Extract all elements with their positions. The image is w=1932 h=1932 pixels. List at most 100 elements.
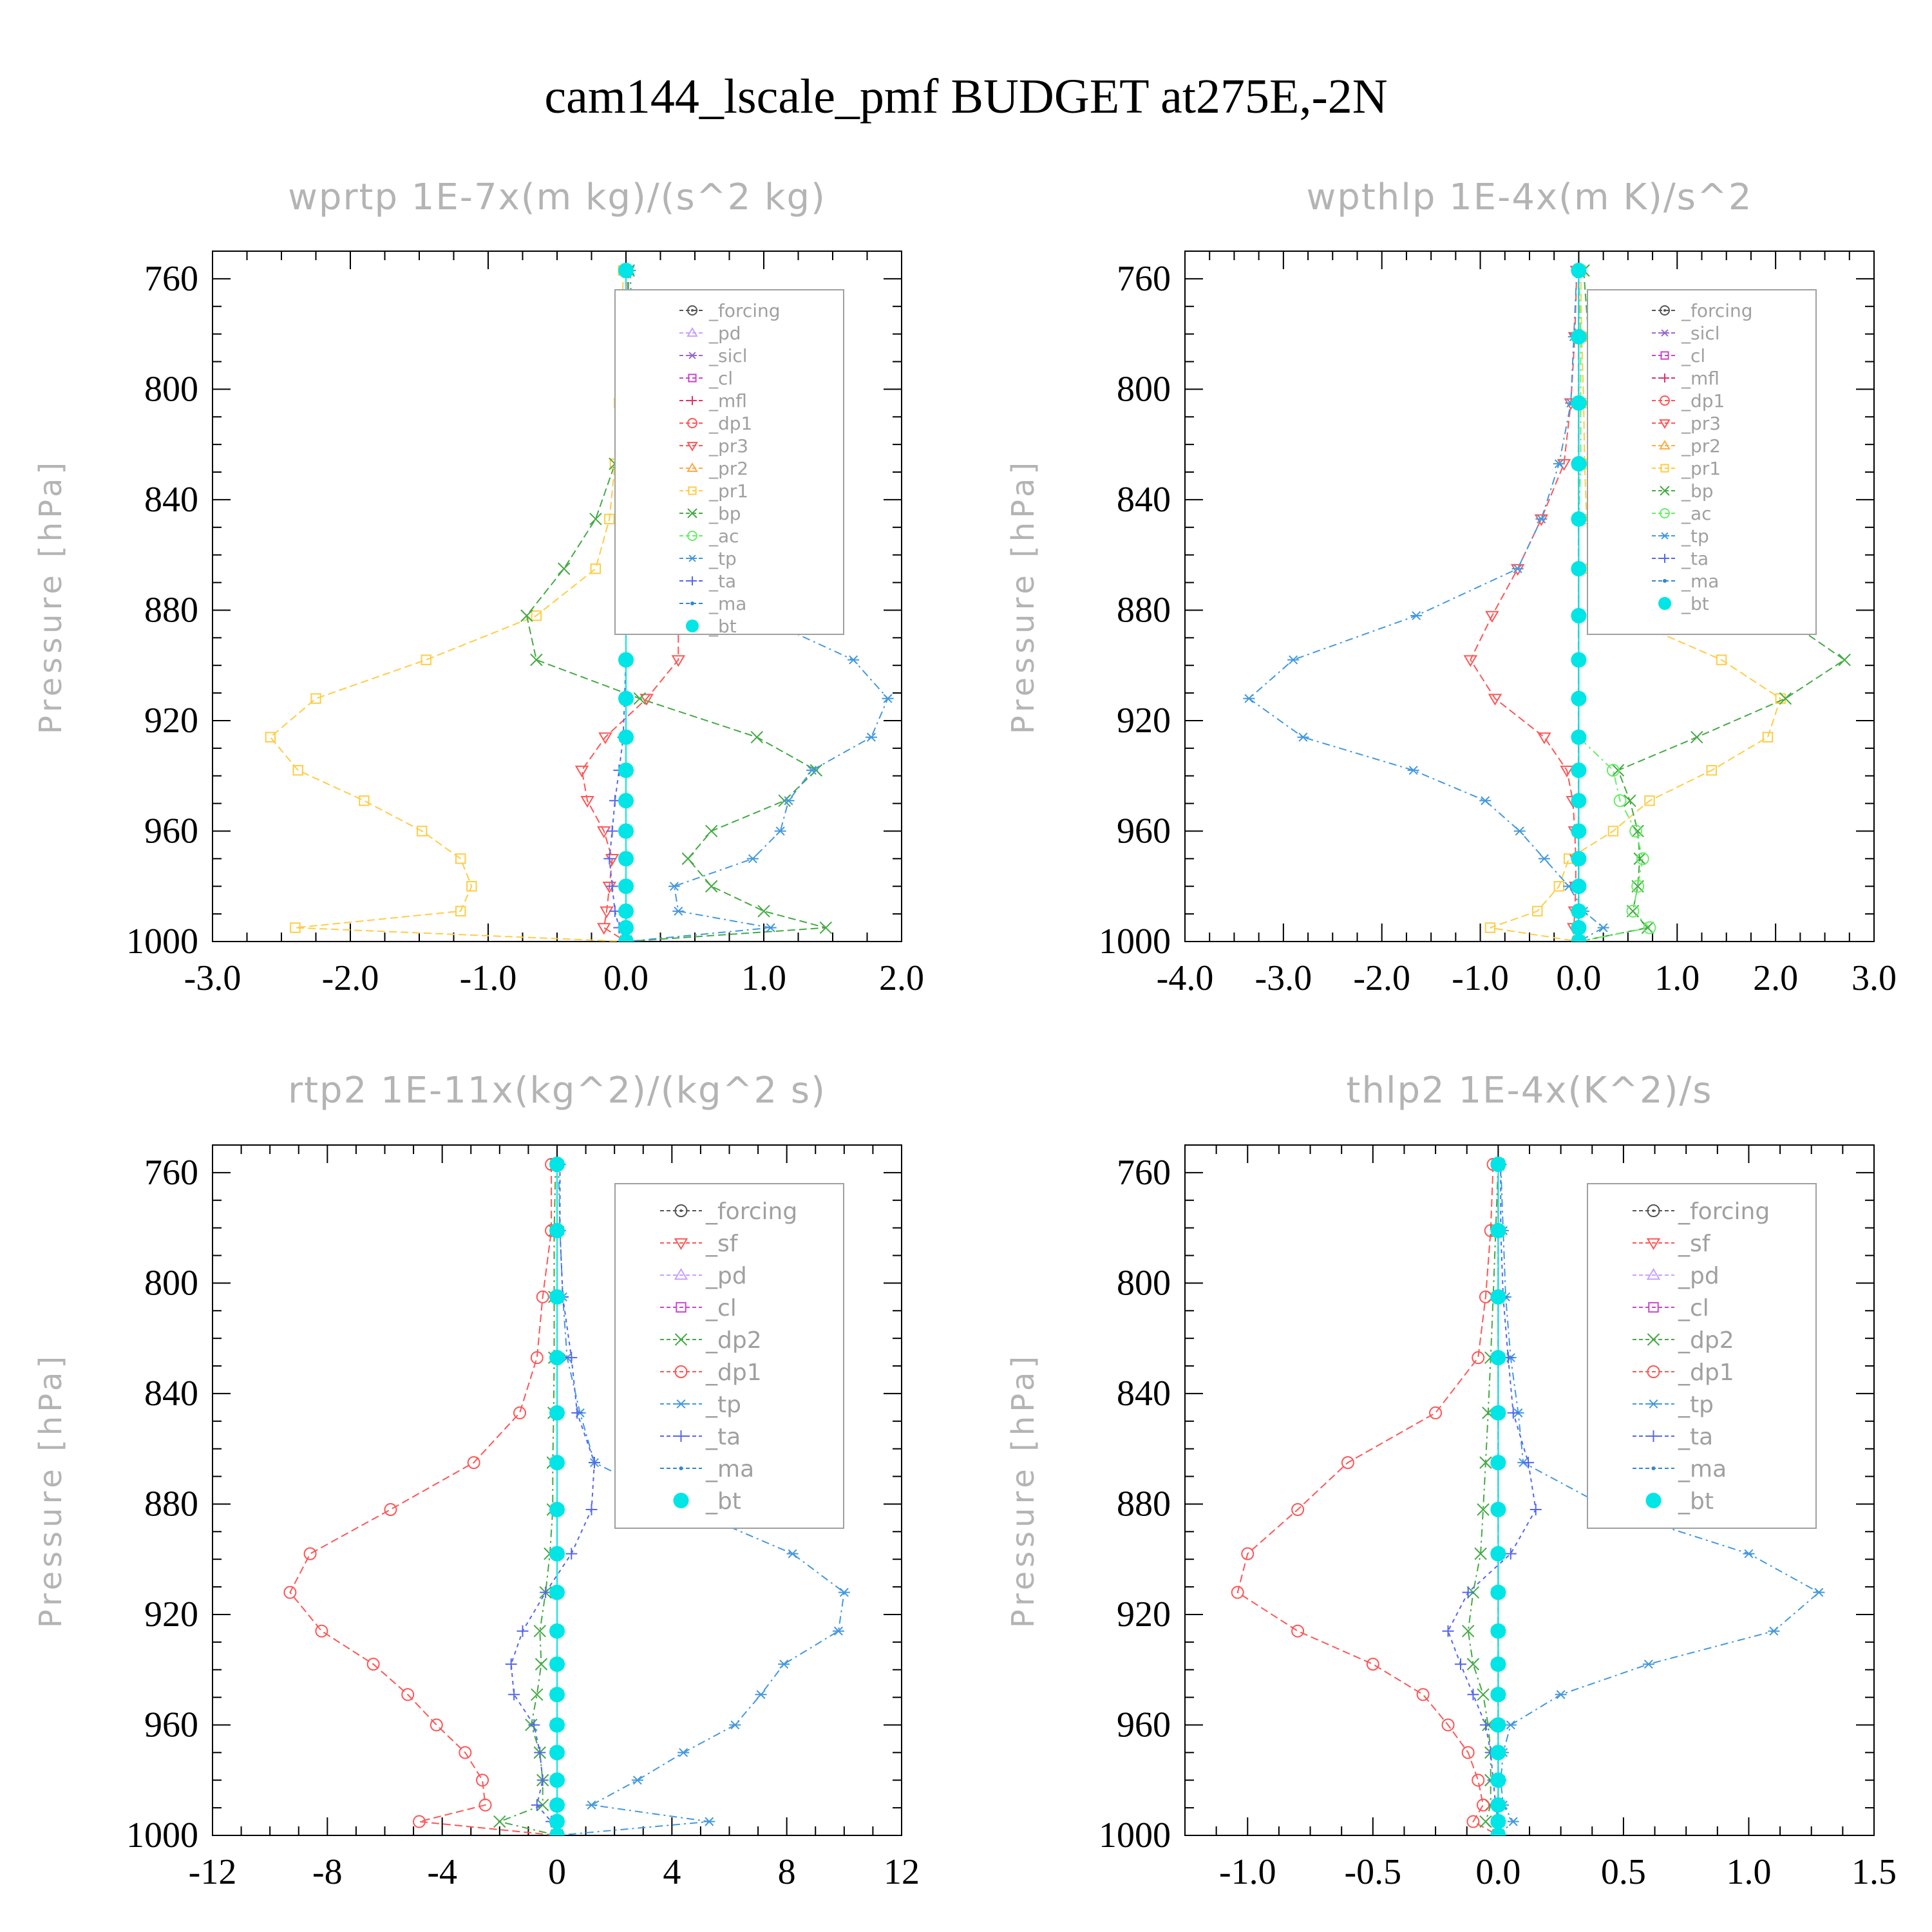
panel-4: thlp2 1E-4x(K^2)/s Pressure [hPa] 760 800 84… — [1005, 1070, 1897, 1892]
legend-label: _bt — [705, 1488, 741, 1515]
legend-label: _tp — [705, 1392, 741, 1418]
series-line-dp1 — [1236, 1164, 1499, 1835]
y-tick-label: 840 — [144, 1374, 198, 1414]
point-bp — [530, 653, 543, 667]
point-pr1 — [531, 610, 542, 621]
x-tick-label: 0.0 — [1475, 1852, 1520, 1892]
point-pr3 — [671, 655, 686, 667]
legend-label: _ma — [708, 593, 746, 614]
point-ta — [1530, 1504, 1542, 1516]
point-tp — [631, 1776, 643, 1785]
point-bt — [1571, 729, 1587, 745]
legend-item-cl: _cl — [1652, 345, 1705, 366]
point-bt — [1490, 1584, 1506, 1600]
point-bt — [1490, 1546, 1506, 1562]
legend-label: _mfl — [1681, 368, 1719, 389]
legend-item-ma: _ma — [1633, 1456, 1727, 1482]
legend-item-ac: _ac — [1652, 503, 1712, 524]
legend-item-bt: _bt — [686, 616, 737, 637]
point-bt — [618, 762, 634, 779]
y-tick-label: 1000 — [126, 1815, 198, 1855]
point-pr3 — [1557, 459, 1571, 471]
legend-label: _sicl — [1681, 323, 1720, 344]
point-ac — [1613, 794, 1627, 808]
point-bt — [1571, 511, 1587, 527]
point-bt — [1490, 1814, 1506, 1830]
point-dp1 — [1341, 1456, 1354, 1470]
point-ta — [1504, 1548, 1517, 1560]
y-tick-label: 760 — [144, 259, 198, 299]
point-tp — [1813, 1587, 1825, 1597]
point-tp — [672, 906, 685, 916]
point-ta — [565, 1352, 578, 1364]
legend-item-pd: _pd — [1633, 1263, 1719, 1289]
legend-label: _bt — [708, 616, 737, 637]
point-dp1 — [1429, 1406, 1443, 1419]
point-tp — [1555, 1690, 1567, 1700]
point-dp2 — [533, 1624, 546, 1638]
panels: wprtp 1E-7x(m kg)/(s^2 kg) Pressure [hPa]… — [33, 176, 1897, 1892]
x-tick-label: -1.0 — [1452, 958, 1509, 998]
point-pr1 — [1706, 764, 1717, 776]
point-bt — [1490, 1405, 1506, 1421]
point-ta — [1442, 1625, 1454, 1637]
point-bt — [549, 1687, 565, 1703]
point-dp1 — [476, 1774, 489, 1787]
y-tick-label: 760 — [1117, 1153, 1171, 1193]
point-pr1 — [310, 693, 321, 704]
figure-title: cam144_lscale_pmf BUDGET at275E,-2N — [544, 70, 1387, 124]
point-tp — [806, 766, 818, 775]
point-bt — [1571, 456, 1587, 472]
point-dp2 — [1479, 1815, 1492, 1828]
legend-item-ma: _ma — [660, 1456, 754, 1482]
point-tp — [832, 1626, 844, 1636]
point-ta — [1455, 1658, 1466, 1671]
point-tp — [848, 655, 860, 665]
point-dp2 — [1461, 1624, 1475, 1638]
series-line-dp2 — [497, 1164, 558, 1835]
point-dp1 — [366, 1658, 380, 1671]
legend: _forcing_sicl_cl_mfl_dp1_pr3_pr2_pr1_bp_… — [1587, 289, 1817, 635]
point-tp — [764, 923, 777, 933]
point-bt — [1490, 1502, 1506, 1518]
point-bp — [705, 880, 718, 893]
point-bt — [549, 1717, 565, 1733]
point-pr1 — [1484, 922, 1496, 933]
point-pr3 — [598, 732, 612, 744]
legend-item-dp1: _dp1 — [660, 1359, 762, 1386]
point-tp — [677, 1748, 690, 1757]
point-ta — [565, 1548, 578, 1560]
legend-item-bp: _bp — [679, 503, 741, 524]
legend-item-bt: _bt — [1645, 1488, 1714, 1515]
point-bt — [1490, 1623, 1506, 1639]
legend-label: _ma — [1678, 1456, 1727, 1482]
point-bt — [1490, 1828, 1506, 1835]
point-bt — [549, 1623, 565, 1639]
point-tp — [1507, 1817, 1519, 1826]
point-bp — [520, 609, 533, 622]
point-bp — [681, 852, 695, 866]
point-bp — [589, 513, 602, 526]
point-dp1 — [1366, 1658, 1379, 1671]
legend-item-tp: _tp — [679, 548, 737, 569]
legend-item-ta: _ta — [679, 571, 736, 592]
point-tp — [1768, 1626, 1780, 1636]
point-tp — [1287, 655, 1300, 665]
y-tick-label: 880 — [144, 590, 198, 630]
point-bt — [1571, 934, 1587, 942]
legend-item-ta: _ta — [660, 1424, 741, 1450]
point-tp — [1410, 611, 1423, 621]
point-bt — [1571, 878, 1587, 895]
point-ta — [1507, 1406, 1519, 1419]
point-bt — [549, 1797, 565, 1813]
point-dp2 — [1479, 1456, 1492, 1469]
point-pr1 — [265, 732, 276, 743]
point-bt — [549, 1502, 565, 1518]
panel-title: wprtp 1E-7x(m kg)/(s^2 kg) — [288, 176, 826, 218]
y-tick-label: 880 — [1117, 1484, 1171, 1524]
point-tp — [1535, 514, 1548, 524]
y-tick-label: 920 — [1117, 1595, 1171, 1634]
point-tp — [1553, 459, 1565, 469]
legend-item-ta: _ta — [1652, 548, 1709, 569]
point-ta — [588, 1457, 600, 1469]
